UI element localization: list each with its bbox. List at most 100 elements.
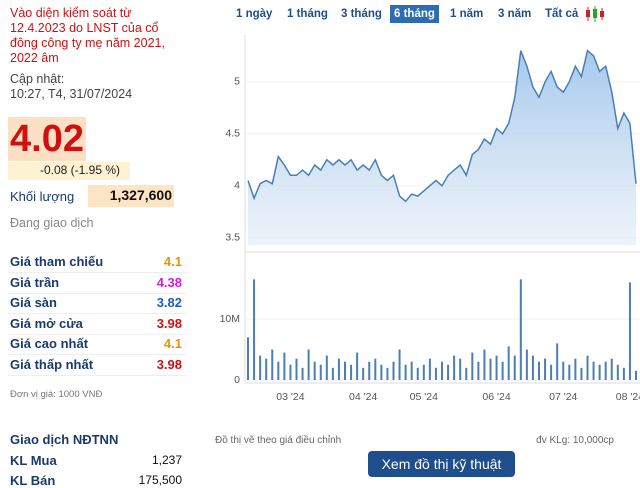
x-tick-label: 07 '24 bbox=[549, 391, 577, 403]
volume-bar bbox=[319, 364, 322, 380]
row-value: 4.1 bbox=[163, 254, 182, 269]
tab[interactable]: 6 tháng bbox=[390, 5, 439, 23]
volume-bar bbox=[344, 361, 346, 380]
volume-bar bbox=[610, 358, 613, 380]
y-tick-label: 4.5 bbox=[225, 128, 240, 140]
volume-bar bbox=[501, 361, 504, 380]
tab[interactable]: Tất cả bbox=[545, 8, 579, 20]
volume-bar bbox=[416, 367, 419, 380]
volume-bar bbox=[465, 367, 468, 380]
volume-bar bbox=[386, 367, 389, 380]
updated-time: 10:27, T4, 31/07/2024 bbox=[10, 87, 133, 101]
volume-bar bbox=[247, 337, 249, 380]
footer-unit: đv KLg: 10,000cp bbox=[536, 435, 614, 446]
technical-chart-button[interactable]: Xem đồ thị kỹ thuật bbox=[368, 451, 515, 477]
volume-bar bbox=[483, 349, 486, 380]
volume-bar bbox=[441, 361, 443, 380]
volume-bar bbox=[362, 367, 365, 380]
row-value: 3.98 bbox=[156, 357, 182, 372]
row-separator bbox=[8, 333, 186, 335]
volume-bar bbox=[628, 282, 631, 380]
volume-bar bbox=[635, 370, 637, 380]
row-label: Giá thấp nhất bbox=[10, 357, 94, 372]
y-tick-label: 4 bbox=[234, 180, 240, 192]
y-tick-label: 3.5 bbox=[225, 232, 240, 244]
volume-bar bbox=[410, 361, 413, 380]
y-tick-label: 0 bbox=[234, 374, 240, 386]
row-separator bbox=[8, 292, 186, 294]
price: 4.02 bbox=[10, 118, 84, 160]
row-value: 3.82 bbox=[156, 295, 182, 311]
tab[interactable]: 3 tháng bbox=[341, 8, 382, 20]
tab[interactable]: 1 năm bbox=[450, 8, 484, 20]
y-tick-label: 5 bbox=[234, 76, 240, 88]
price-area bbox=[248, 50, 636, 245]
tab[interactable]: 1 tháng bbox=[287, 8, 328, 20]
volume-bar bbox=[592, 361, 595, 380]
tab[interactable]: 1 ngày bbox=[236, 8, 273, 20]
volume-bar bbox=[337, 358, 340, 380]
status: Đang giao dịch bbox=[10, 216, 94, 230]
volume-bar bbox=[495, 355, 498, 380]
row-separator bbox=[8, 313, 186, 315]
volume-bar bbox=[277, 361, 280, 380]
row-value: 1,237 bbox=[151, 453, 182, 467]
volume-bar bbox=[604, 361, 607, 380]
row-separator bbox=[8, 272, 186, 273]
candlestick-icon[interactable] bbox=[584, 4, 606, 24]
volume-bar bbox=[459, 358, 462, 380]
volume-label: Khối lượng bbox=[10, 189, 75, 204]
volume-bar bbox=[519, 279, 522, 380]
row-separator bbox=[8, 354, 186, 356]
volume-bar bbox=[392, 361, 395, 380]
row-separator bbox=[8, 375, 186, 376]
volume-bar bbox=[428, 358, 431, 380]
y-tick-label: 10M bbox=[220, 313, 240, 325]
volume-bar bbox=[331, 367, 334, 380]
volume-bar bbox=[447, 364, 450, 380]
row-value: 3.98 bbox=[156, 315, 182, 331]
volume-bar bbox=[374, 358, 377, 380]
volume-bar bbox=[422, 364, 425, 380]
volume-bar bbox=[380, 364, 383, 380]
volume-bar bbox=[507, 346, 510, 380]
volume-bar bbox=[477, 361, 480, 380]
row-value: 4.1 bbox=[163, 336, 182, 352]
volume-bar bbox=[544, 358, 547, 380]
row-value: 4.38 bbox=[156, 274, 182, 290]
volume-bar bbox=[616, 364, 619, 380]
volume-bar bbox=[550, 364, 553, 380]
volume-bar bbox=[453, 355, 456, 380]
row-label: KL Bán bbox=[10, 473, 56, 488]
tab[interactable]: 3 năm bbox=[498, 8, 532, 20]
icon bbox=[586, 6, 604, 22]
volume-bar bbox=[574, 358, 577, 380]
volume-bar bbox=[350, 364, 353, 380]
volume-bar bbox=[471, 352, 474, 380]
x-tick-label: 03 '24 bbox=[276, 391, 304, 403]
row-label: Giá trần bbox=[10, 274, 60, 290]
volume-bar bbox=[313, 361, 316, 380]
volume-bar bbox=[325, 355, 328, 380]
unit-note: Đơn vị giá: 1000 VNĐ bbox=[10, 389, 103, 400]
updated-label: Cập nhật: bbox=[10, 72, 65, 86]
volume-bar bbox=[404, 364, 407, 380]
volume-bar bbox=[580, 367, 583, 380]
volume-bar bbox=[259, 355, 262, 380]
volume-bar bbox=[307, 349, 310, 380]
price-bg bbox=[8, 117, 86, 161]
x-tick-label: 08 '24 bbox=[616, 391, 640, 403]
volume-bar bbox=[531, 355, 534, 380]
volume-bar bbox=[525, 349, 528, 380]
volume-bar bbox=[556, 343, 559, 380]
x-tick-label: 04 '24 bbox=[349, 391, 377, 403]
volume-bar bbox=[598, 364, 601, 380]
volume-bar bbox=[489, 358, 492, 380]
x-tick-label: 05 '24 bbox=[410, 391, 438, 403]
notice: Vào diện kiểm soát từ 12.4.2023 do LNST … bbox=[10, 6, 165, 65]
volume-bar bbox=[283, 352, 286, 380]
volume-bar bbox=[538, 361, 540, 380]
row-value: 175,500 bbox=[138, 473, 182, 487]
chart: 3.5 4 4.5 5 0 10M 03 '24 04 '24 05 '24 06 '24 07 '… bbox=[220, 35, 640, 403]
